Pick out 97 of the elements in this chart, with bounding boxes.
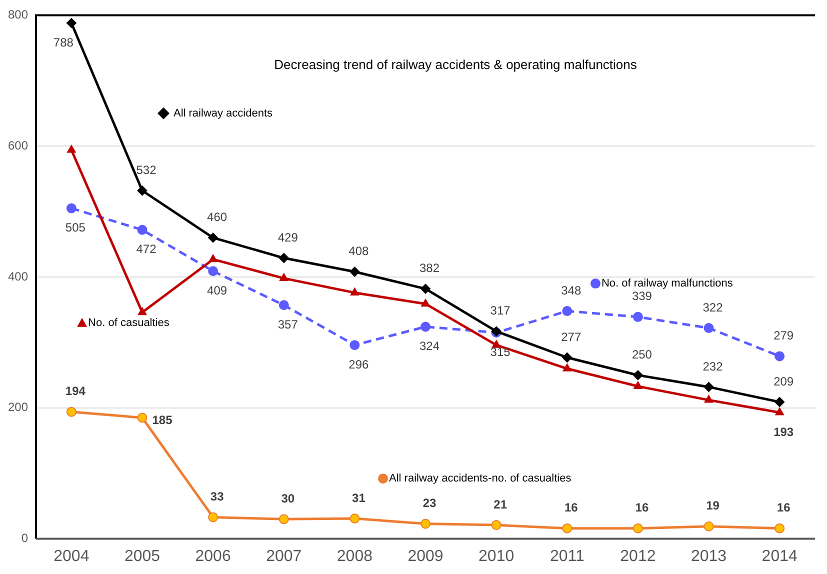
data-label: 250: [632, 347, 652, 362]
point: [704, 382, 714, 392]
y-tick-label: 200: [8, 400, 28, 414]
x-tick-label: 2013: [690, 548, 727, 565]
data-label: 409: [207, 283, 228, 298]
legend-label: No. of casualties: [88, 316, 170, 329]
x-tick-label: 2007: [266, 548, 302, 565]
data-label: 277: [561, 330, 582, 344]
x-tick-label: 2008: [336, 548, 373, 565]
point: [278, 300, 289, 310]
point: [137, 186, 148, 196]
data-label: 16: [776, 500, 791, 515]
point: [562, 364, 572, 372]
legend-label: All railway accidents-no. of casualties: [389, 472, 572, 485]
point: [278, 253, 289, 264]
y-tick-label: 600: [8, 138, 28, 152]
point: [420, 284, 431, 294]
y-tick-label: 800: [8, 8, 28, 22]
x-tick-label: 2006: [195, 548, 231, 565]
point: [137, 224, 148, 235]
point: [562, 306, 572, 316]
data-label: 23: [422, 496, 437, 510]
data-label: 472: [136, 242, 157, 256]
data-label: 429: [278, 230, 298, 244]
x-tick-label: 2010: [478, 548, 514, 565]
point: [704, 323, 714, 334]
point: [775, 407, 784, 416]
data-label: 193: [774, 424, 794, 439]
x-tick-label: 2009: [408, 548, 444, 565]
point: [420, 518, 431, 529]
point: [774, 523, 785, 534]
x-tick-label: 2012: [620, 548, 656, 565]
point: [278, 514, 289, 524]
data-label: 16: [564, 500, 578, 515]
point: [208, 512, 218, 522]
data-label: 209: [774, 374, 794, 388]
point: [350, 514, 360, 524]
point: [420, 322, 431, 332]
point: [350, 288, 360, 296]
data-label: 185: [152, 413, 173, 428]
data-label: 324: [419, 339, 440, 354]
point: [634, 381, 642, 390]
data-label: 315: [490, 344, 511, 359]
data-label: 460: [207, 210, 228, 224]
point: [492, 340, 501, 348]
point: [491, 520, 502, 530]
y-tick-label: 400: [8, 269, 28, 284]
data-label: 232: [702, 359, 724, 374]
point: [67, 145, 76, 153]
data-label: 194: [65, 384, 86, 398]
data-label: 408: [348, 244, 370, 258]
data-label: 788: [53, 35, 74, 50]
data-label: 21: [494, 497, 508, 512]
legend-label: All railway accidents: [173, 107, 274, 120]
data-label: 322: [702, 300, 724, 314]
data-label: 357: [278, 317, 298, 332]
point: [632, 312, 643, 322]
point: [208, 254, 218, 262]
point: [704, 521, 714, 532]
x-tick-label: 2004: [54, 548, 90, 565]
data-label: 30: [281, 491, 295, 506]
point: [137, 412, 148, 423]
x-tick-label: 2014: [762, 548, 798, 565]
point: [66, 203, 76, 214]
data-label: 16: [635, 500, 649, 515]
data-label: 296: [348, 357, 370, 372]
point: [562, 523, 572, 534]
point: [350, 340, 360, 350]
point: [774, 397, 785, 408]
point: [208, 266, 218, 276]
legend-label: No. of railway malfunctions: [601, 278, 734, 290]
data-label: 279: [774, 328, 794, 343]
point: [138, 307, 147, 316]
point: [774, 351, 785, 362]
point: [632, 370, 643, 380]
data-label: 532: [136, 162, 157, 177]
data-label: 339: [632, 289, 652, 304]
data-label: 317: [490, 304, 511, 318]
point: [421, 298, 430, 307]
point: [66, 406, 76, 417]
data-label: 31: [352, 490, 366, 505]
data-label: 33: [210, 490, 224, 504]
data-label: 505: [65, 220, 86, 235]
x-tick-label: 2011: [550, 548, 584, 565]
data-label: 348: [561, 283, 582, 298]
data-label: 382: [419, 261, 440, 276]
point: [632, 523, 643, 534]
point: [704, 395, 714, 403]
point: [279, 273, 288, 282]
point: [562, 352, 572, 363]
y-tick-label: 0: [21, 531, 28, 546]
x-tick-label: 2005: [124, 548, 160, 565]
point: [350, 266, 360, 277]
point: [208, 232, 218, 243]
data-label: 19: [706, 498, 720, 513]
text: Decreasing trend of railway accidents & operating malfunctions: [274, 56, 638, 72]
point: [66, 18, 76, 28]
